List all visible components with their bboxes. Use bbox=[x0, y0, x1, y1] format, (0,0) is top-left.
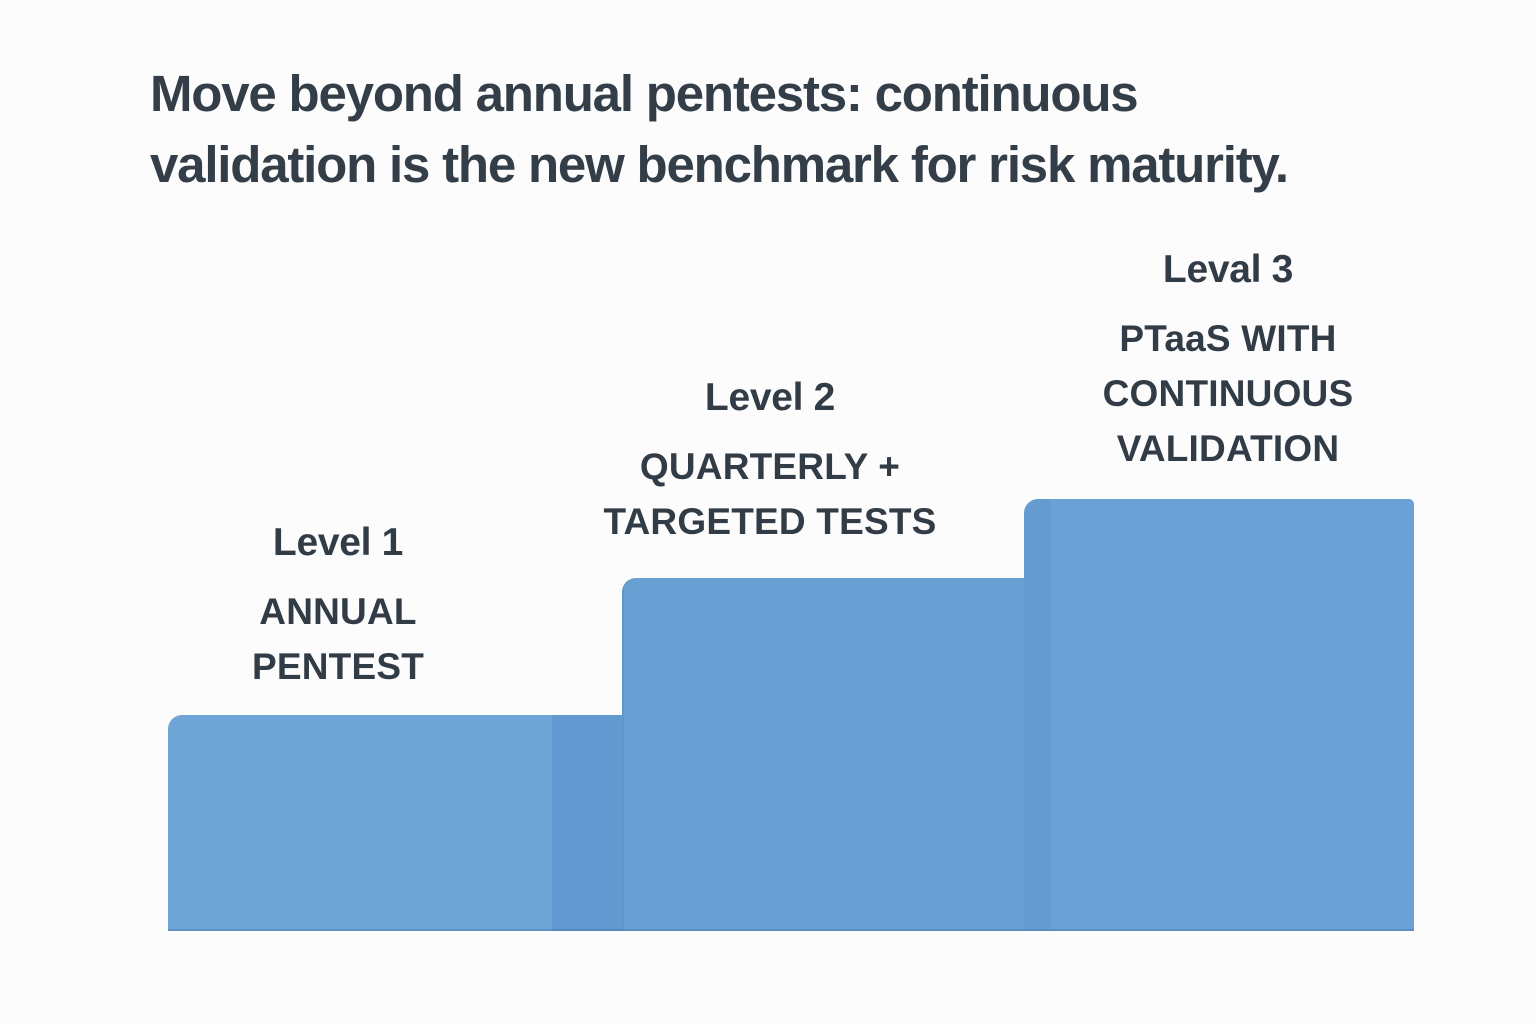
level-3-name-line: CONTINUOUS bbox=[1102, 373, 1354, 414]
page-title: Move beyond annual pentests: continuous … bbox=[150, 58, 1510, 200]
step-label-level-2: Level 2 QUARTERLY + TARGETED TESTS bbox=[550, 376, 990, 549]
level-1-name-line: ANNUAL bbox=[259, 591, 417, 632]
level-1-name: ANNUAL PENTEST bbox=[168, 584, 508, 694]
title-line-1: Move beyond annual pentests: continuous bbox=[150, 65, 1139, 122]
level-2-name: QUARTERLY + TARGETED TESTS bbox=[550, 439, 990, 549]
level-2-name-line: QUARTERLY + bbox=[639, 446, 901, 487]
bar-level-3 bbox=[1024, 499, 1414, 931]
level-3-name-line: VALIDATION bbox=[1116, 428, 1340, 469]
level-3-name: PTaaS WITH CONTINUOUS VALIDATION bbox=[1028, 311, 1428, 476]
level-2-heading: Level 2 bbox=[704, 376, 836, 419]
step-label-level-3: Leval 3 PTaaS WITH CONTINUOUS VALIDATION bbox=[1028, 248, 1428, 476]
level-3-name-line: PTaaS WITH bbox=[1119, 318, 1337, 359]
level-1-name-line: PENTEST bbox=[251, 646, 425, 687]
level-3-heading: Leval 3 bbox=[1162, 248, 1294, 291]
bar-level-2 bbox=[622, 578, 1024, 931]
title-line-2: validation is the new benchmark for risk… bbox=[150, 136, 1289, 193]
step-label-level-1: Level 1 ANNUAL PENTEST bbox=[168, 521, 508, 694]
level-1-heading: Level 1 bbox=[272, 521, 404, 564]
level-2-name-line: TARGETED TESTS bbox=[603, 501, 937, 542]
bar-level-1 bbox=[168, 715, 622, 931]
